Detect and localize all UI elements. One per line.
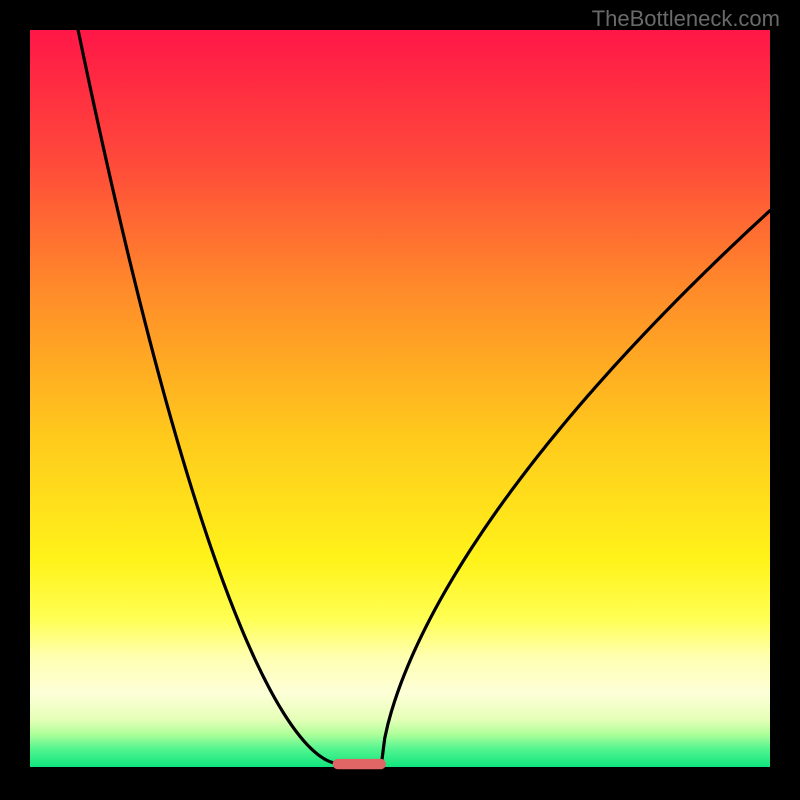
valley-marker xyxy=(333,759,386,769)
chart-container: TheBottleneck.com xyxy=(0,0,800,800)
watermark-text: TheBottleneck.com xyxy=(592,6,780,32)
chart-background xyxy=(30,30,770,767)
bottleneck-chart xyxy=(0,0,800,800)
